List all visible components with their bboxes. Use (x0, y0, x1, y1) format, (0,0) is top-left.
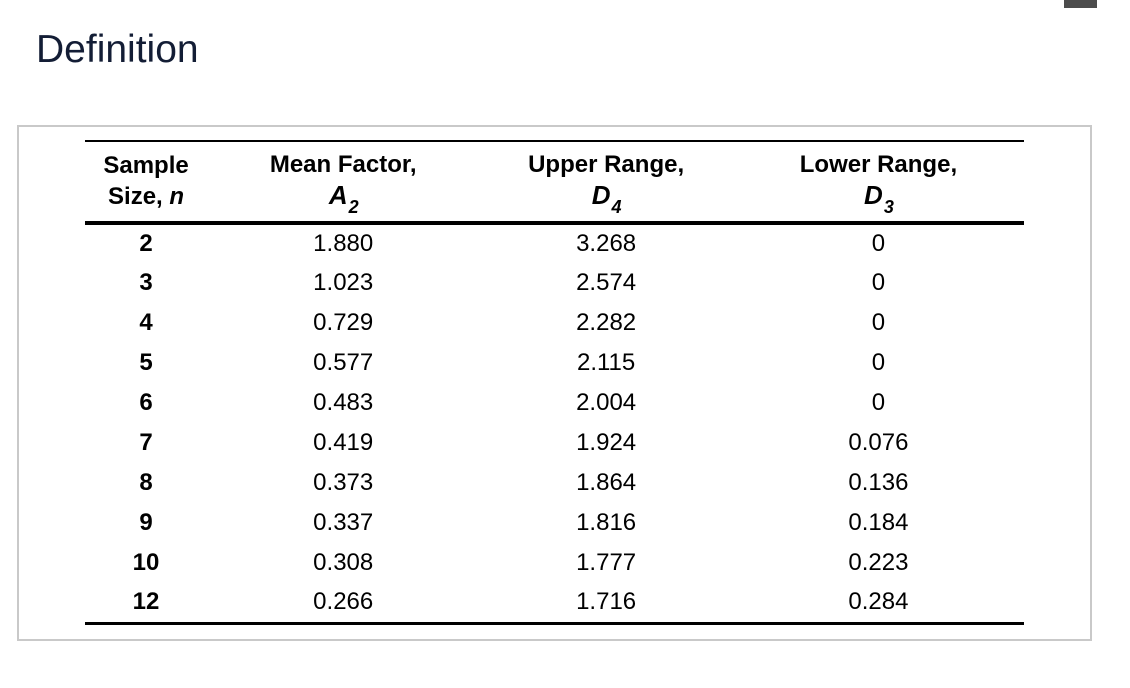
table-header-row: Sample Size, n Mean Factor, A2 Upper Ran… (85, 141, 1024, 225)
d4-cell: 1.924 (576, 429, 637, 456)
d4-cell: 1.716 (479, 583, 733, 625)
d3-cell: 0.223 (848, 549, 909, 576)
symbol-A2-subscript: 2 (348, 196, 359, 217)
cropped-window-fragment (1064, 0, 1097, 8)
sample-size-cell: 2 (139, 230, 153, 257)
d4-cell: 1.864 (576, 469, 637, 496)
header-mean-factor-line1: Mean Factor, (269, 151, 417, 178)
d3-cell: 0 (871, 309, 886, 336)
a2-cell: 0.308 (313, 549, 374, 576)
d4-cell: 2.115 (576, 349, 636, 376)
d3-cell: 0.136 (848, 469, 909, 496)
d3-cell: 0.284 (732, 583, 1024, 625)
a2-cell: 0.419 (313, 429, 374, 456)
table-row: 3 1.023 2.574 0 (85, 263, 1024, 303)
sample-size-cell: 5 (139, 349, 153, 376)
a2-cell: 0.729 (313, 309, 374, 336)
header-sample-size-line1: Sample (103, 151, 189, 179)
sample-size-cell: 6 (139, 389, 153, 416)
table-row: 5 0.577 2.115 0 (85, 343, 1024, 383)
header-lower-range: Lower Range, D3 (732, 141, 1024, 225)
table-row: 7 0.419 1.924 0.076 (85, 423, 1024, 463)
header-mean-factor: Mean Factor, A2 (207, 141, 480, 225)
table-body: 2 1.880 3.268 0 3 1.023 2.574 0 4 0.729 … (85, 223, 1024, 625)
table-row: 9 0.337 1.816 0.184 (85, 503, 1024, 543)
d4-cell: 2.282 (576, 309, 637, 336)
d3-cell: 0 (871, 269, 886, 296)
a2-cell: 0.373 (313, 469, 374, 496)
table-row: 12 0.266 1.716 0.284 (85, 583, 1024, 625)
table-row: 8 0.373 1.864 0.136 (85, 463, 1024, 503)
sample-size-cell: 7 (139, 429, 153, 456)
table-row: 6 0.483 2.004 0 (85, 383, 1024, 423)
sample-size-cell: 3 (139, 269, 153, 296)
d4-cell: 2.004 (576, 389, 637, 416)
symbol-D4-subscript: 4 (611, 196, 622, 217)
symbol-D3: D (864, 180, 883, 210)
a2-cell: 0.337 (313, 509, 374, 536)
d3-cell: 0 (871, 389, 886, 416)
table-row: 10 0.308 1.777 0.223 (85, 543, 1024, 583)
symbol-D3-subscript: 3 (883, 196, 894, 217)
header-lower-range-line1: Lower Range, (799, 151, 958, 178)
d3-cell: 0.184 (848, 509, 909, 536)
sample-size-cell: 10 (132, 549, 160, 576)
d4-cell: 1.816 (576, 509, 637, 536)
header-n-variable: n (169, 182, 185, 210)
table-row: 4 0.729 2.282 0 (85, 303, 1024, 343)
d3-cell: 0.076 (848, 429, 909, 456)
header-sample-size: Sample Size, n (85, 141, 208, 225)
sample-size-cell: 9 (139, 509, 153, 536)
table-row: 2 1.880 3.268 0 (85, 223, 1024, 263)
symbol-A2: A (328, 180, 348, 210)
sample-size-cell: 4 (139, 309, 153, 336)
table-panel: Sample Size, n Mean Factor, A2 Upper Ran… (17, 125, 1092, 641)
a2-cell: 1.023 (313, 269, 374, 296)
control-chart-factors-table: Sample Size, n Mean Factor, A2 Upper Ran… (85, 140, 1024, 625)
header-sample-size-line2: Size, (108, 182, 170, 210)
page-title: Definition (36, 28, 199, 72)
d3-cell: 0 (871, 230, 886, 257)
a2-cell: 0.577 (313, 349, 374, 376)
header-upper-range-line1: Upper Range, (528, 151, 685, 178)
header-upper-range: Upper Range, D4 (479, 141, 733, 225)
a2-cell: 1.880 (313, 230, 374, 257)
d4-cell: 1.777 (576, 549, 637, 576)
a2-cell: 0.483 (313, 389, 374, 416)
symbol-D4: D (591, 180, 611, 210)
d4-cell: 3.268 (576, 230, 637, 257)
sample-size-cell: 12 (85, 583, 208, 625)
a2-cell: 0.266 (207, 583, 480, 625)
sample-size-cell: 8 (139, 469, 153, 496)
d4-cell: 2.574 (576, 269, 637, 296)
d3-cell: 0 (871, 349, 886, 376)
